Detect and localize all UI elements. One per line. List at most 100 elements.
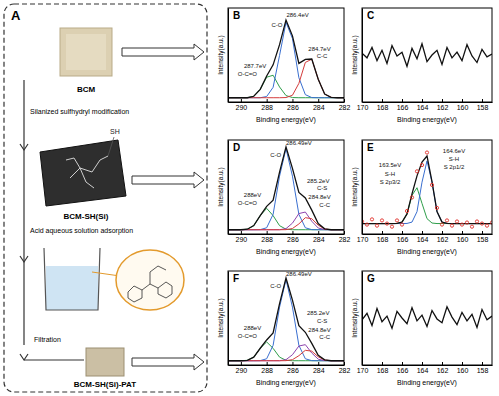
- peak-annotation: C-C: [319, 334, 330, 340]
- peak-annotation: C-C: [317, 53, 328, 59]
- x-tick: 158: [477, 99, 489, 111]
- y-axis-line: [362, 272, 363, 366]
- panel-label: B: [233, 10, 240, 21]
- y-axis-title: Intensity(a.u.): [351, 35, 359, 74]
- spectrum-panel: 170168166164162160158EBinding energy(eV)…: [351, 140, 494, 256]
- peak-annotation: 163.5eV: [379, 162, 401, 168]
- step-label: Acid aqueous solution adsorption: [30, 227, 133, 235]
- y-axis-line: [228, 141, 229, 235]
- y-axis-title: Intensity(a.u.): [217, 167, 225, 206]
- peak-annotation: S-H: [449, 156, 459, 162]
- x-tick: 290: [236, 231, 248, 243]
- spectrum-line: [362, 188, 492, 224]
- material-label: BCM: [77, 85, 96, 94]
- spectrum-line: [228, 22, 344, 97]
- peak-annotation: C-S: [317, 185, 327, 191]
- plot-frame: [362, 271, 492, 365]
- x-tick-mark: [442, 231, 443, 234]
- x-tick: 160: [457, 231, 469, 243]
- peak-annotation: 286.49eV: [286, 271, 312, 277]
- x-tick-label: 288: [261, 104, 273, 111]
- spectrum-point: [485, 224, 488, 227]
- x-tick: 168: [377, 362, 389, 374]
- spectrum-line: [228, 278, 344, 361]
- x-tick-label: 164: [417, 104, 429, 111]
- x-axis-line: [363, 102, 493, 103]
- spectrum-line: [228, 20, 344, 98]
- y-axis: [228, 9, 229, 103]
- x-tick-label: 168: [377, 104, 389, 111]
- spectrum-line: [228, 149, 344, 230]
- x-tick-label: 290: [236, 236, 248, 243]
- x-axis-line: [229, 102, 345, 103]
- peak-annotation: 285.2eV: [307, 178, 329, 184]
- x-axis: 290288286284282: [229, 99, 351, 111]
- x-tick-mark: [318, 231, 319, 234]
- y-axis-line: [228, 272, 229, 366]
- x-tick-label: 290: [236, 367, 248, 374]
- y-axis: [362, 141, 363, 235]
- x-tick: 166: [397, 99, 409, 111]
- x-tick-label: 168: [377, 236, 389, 243]
- x-tick-mark: [482, 231, 483, 234]
- x-tick-label: 160: [457, 236, 469, 243]
- x-tick-label: 160: [457, 367, 469, 374]
- spectrum-panel: 290288286284282FBinding energy(eV)Intens…: [217, 271, 350, 387]
- peak-annotation: S 2p3/2: [380, 179, 401, 185]
- x-tick-label: 282: [339, 236, 351, 243]
- x-tick-label: 164: [417, 367, 429, 374]
- x-tick-mark: [462, 99, 463, 102]
- x-tick: 162: [437, 99, 449, 111]
- peak-annotation: 284.8eV: [308, 194, 330, 200]
- peak-annotation: 285.2eV: [307, 310, 329, 316]
- spectrum-panel: 290288286284282BBinding energy(eV)Intens…: [217, 8, 350, 124]
- x-tick-label: 284: [313, 236, 325, 243]
- peak-annotation: 284.8eV: [308, 327, 330, 333]
- x-tick-mark: [382, 362, 383, 365]
- spectrum-point: [480, 222, 483, 225]
- x-tick: 282: [339, 231, 351, 243]
- x-tick: 282: [339, 99, 351, 111]
- x-tick-mark: [241, 362, 242, 365]
- x-tick-label: 170: [357, 236, 369, 243]
- spectrum-point: [425, 151, 428, 154]
- x-tick: 290: [236, 362, 248, 374]
- spectrum-point: [430, 183, 433, 186]
- plot-area: [362, 307, 492, 329]
- peak-annotation: C-S: [317, 318, 327, 324]
- panel-label: G: [367, 273, 375, 284]
- x-tick: 158: [477, 362, 489, 374]
- spectrum-point: [435, 206, 438, 209]
- bcm-sh-sheet: [40, 140, 126, 206]
- x-tick: 162: [437, 231, 449, 243]
- plot-frame: [362, 8, 492, 102]
- plot-frame: [228, 271, 344, 365]
- x-tick-label: 288: [261, 236, 273, 243]
- bcm-photo: [60, 28, 112, 76]
- peak-annotation: S 2p1/2: [444, 164, 465, 170]
- step-label: Silanized sulfhydryl modification: [30, 108, 129, 116]
- spectrum-point: [450, 224, 453, 227]
- spectrum-point: [470, 225, 473, 228]
- spectrum-point: [405, 209, 408, 212]
- plot-area: [362, 151, 492, 228]
- y-axis: [362, 9, 363, 103]
- process-arrowhead: [20, 256, 28, 262]
- arrow-to-b: [122, 44, 204, 60]
- y-axis-line: [228, 9, 229, 103]
- x-tick-mark: [344, 99, 345, 102]
- y-axis-line: [362, 9, 363, 103]
- x-tick-mark: [422, 231, 423, 234]
- x-tick-label: 166: [397, 367, 409, 374]
- x-axis-title: Binding energy(eV): [397, 379, 457, 387]
- peak-annotation: 286.4eV: [286, 12, 308, 18]
- x-tick-label: 160: [457, 104, 469, 111]
- x-axis-title: Binding energy(eV): [397, 116, 457, 124]
- y-axis-title: Intensity(a.u.): [351, 298, 359, 337]
- x-tick-label: 162: [437, 367, 449, 374]
- spectrum-line: [228, 208, 344, 229]
- x-tick-mark: [382, 99, 383, 102]
- structure-label: SH: [110, 128, 120, 135]
- x-tick-mark: [382, 231, 383, 234]
- x-tick-label: 170: [357, 367, 369, 374]
